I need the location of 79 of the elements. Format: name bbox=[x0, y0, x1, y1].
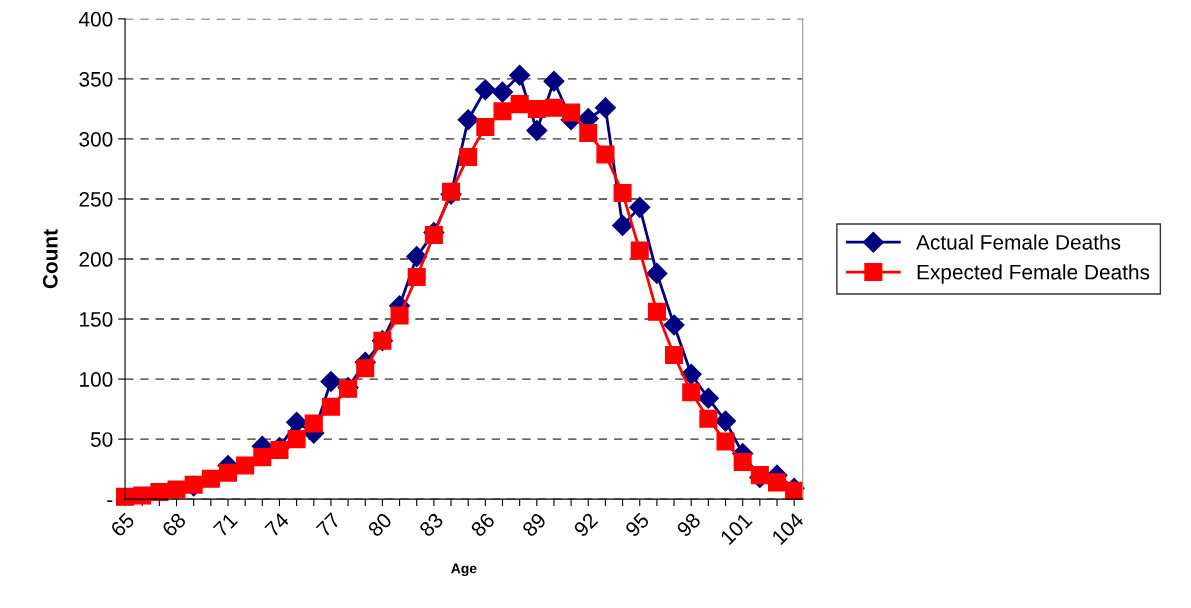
y-axis-title: Count bbox=[42, 229, 58, 289]
y-tick-label: 200 bbox=[79, 252, 113, 267]
point bbox=[646, 262, 668, 284]
x-tick-label: 74 bbox=[264, 511, 290, 538]
x-tick-label: 83 bbox=[418, 512, 445, 538]
x-tick-label: 104 bbox=[771, 511, 805, 546]
point bbox=[715, 410, 737, 432]
point bbox=[407, 267, 426, 287]
point bbox=[491, 81, 514, 103]
point bbox=[304, 414, 323, 433]
y-tick-label: 150 bbox=[80, 312, 113, 327]
point bbox=[286, 411, 308, 433]
legend-label: Expected Female Deaths bbox=[917, 264, 1150, 284]
point bbox=[699, 409, 718, 428]
x-tick-label: 89 bbox=[521, 512, 547, 538]
x-tick-label: 71 bbox=[212, 512, 238, 538]
point bbox=[390, 306, 409, 325]
point bbox=[562, 103, 581, 122]
x-tick-label: 95 bbox=[624, 511, 650, 538]
point bbox=[424, 225, 443, 245]
x-tick-label: 65 bbox=[109, 511, 136, 538]
point bbox=[716, 432, 735, 451]
point bbox=[647, 302, 666, 321]
point bbox=[663, 314, 685, 336]
point bbox=[441, 182, 461, 201]
x-tick-label: 80 bbox=[367, 511, 393, 538]
x-tick-label: 98 bbox=[675, 512, 702, 538]
point bbox=[320, 370, 342, 393]
point bbox=[596, 145, 615, 164]
legend-label: Actual Female Deaths bbox=[916, 234, 1121, 250]
point bbox=[133, 486, 152, 505]
point bbox=[697, 387, 719, 409]
point bbox=[665, 346, 684, 365]
x-tick-label: 77 bbox=[315, 512, 341, 538]
point bbox=[253, 448, 272, 467]
point bbox=[510, 95, 529, 114]
point bbox=[406, 246, 428, 268]
x-tick-label: 86 bbox=[469, 512, 496, 538]
point bbox=[474, 79, 496, 101]
point bbox=[457, 109, 479, 131]
x-tick-label: 92 bbox=[572, 512, 599, 538]
point bbox=[270, 440, 289, 459]
point bbox=[287, 430, 306, 449]
y-tick-label: 400 bbox=[78, 11, 113, 27]
point bbox=[150, 482, 169, 501]
point bbox=[236, 456, 255, 475]
y-tick-label: 350 bbox=[79, 71, 113, 87]
x-tick-label: 101 bbox=[719, 512, 753, 546]
point bbox=[544, 98, 563, 117]
point bbox=[629, 196, 651, 218]
point bbox=[613, 183, 632, 202]
point bbox=[579, 123, 598, 142]
point bbox=[509, 64, 531, 86]
point bbox=[321, 397, 340, 416]
point bbox=[476, 117, 495, 136]
point bbox=[493, 102, 512, 121]
x-tick-label: 68 bbox=[161, 512, 187, 538]
point bbox=[526, 120, 548, 142]
point bbox=[594, 97, 616, 119]
point bbox=[459, 147, 478, 166]
point bbox=[733, 452, 752, 471]
y-tick-label: 100 bbox=[80, 372, 113, 387]
y-tick-label: 50 bbox=[90, 432, 113, 447]
x-axis-title: Age bbox=[451, 563, 477, 577]
point bbox=[680, 363, 702, 385]
point bbox=[527, 99, 546, 118]
point bbox=[356, 359, 375, 378]
y-tick-label: - bbox=[107, 500, 113, 502]
point bbox=[612, 214, 634, 236]
point bbox=[167, 480, 186, 499]
point bbox=[218, 463, 238, 482]
point bbox=[630, 241, 649, 260]
y-tick-label: 250 bbox=[79, 191, 113, 207]
point bbox=[201, 469, 220, 488]
point bbox=[543, 70, 565, 92]
point bbox=[767, 473, 787, 492]
point bbox=[750, 466, 769, 485]
y-tick-label: 300 bbox=[79, 131, 113, 147]
point bbox=[682, 383, 701, 402]
